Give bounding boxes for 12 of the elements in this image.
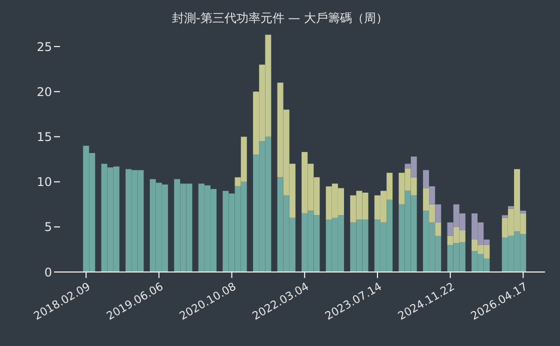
y-tick-label: 10 (36, 175, 52, 190)
y-tick-label: 20 (36, 84, 52, 99)
bar (435, 204, 442, 222)
y-tick-label: 15 (36, 130, 52, 144)
y-tick-label: 0 (44, 265, 52, 280)
bar (520, 210, 526, 214)
bar (508, 206, 514, 209)
bar (502, 215, 508, 218)
y-tick-label: 5 (44, 220, 52, 234)
bar (435, 222, 442, 236)
y-tick-label: 25 (36, 40, 52, 54)
chart-title: 封測-第三代功率元件 — 大戶籌碼（周） (171, 10, 389, 27)
